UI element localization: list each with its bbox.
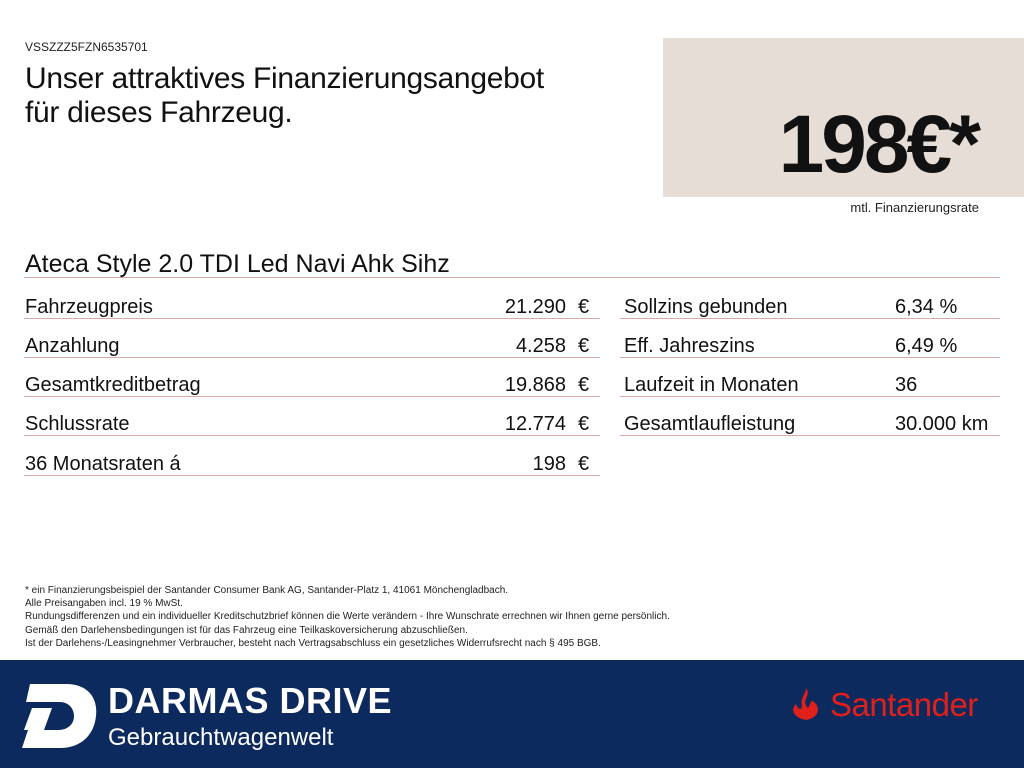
- row-divider: [620, 318, 1000, 319]
- row-value: 6,34 %: [895, 296, 958, 318]
- row-value: 6,49 %: [895, 335, 958, 357]
- headline-line-1: Unser attraktives Finanzierungsangebot: [25, 62, 544, 95]
- footer-banner: DARMAS DRIVE Gebrauchtwagenwelt Santande…: [0, 660, 1024, 768]
- row-label: Schlussrate: [25, 413, 130, 435]
- footnote: Ist der Darlehens-/Leasingnehmer Verbrau…: [25, 637, 601, 649]
- row-unit: €: [578, 453, 590, 475]
- headline: Unser attraktives Finanzierungsangebot f…: [25, 62, 544, 130]
- row-value: 198: [532, 453, 566, 475]
- row-divider: [24, 318, 600, 319]
- row-label: 36 Monatsraten á: [25, 453, 181, 475]
- darmas-d-logo-icon: [22, 684, 97, 748]
- row-value: 12.774: [504, 413, 566, 435]
- row-unit: €: [578, 374, 590, 396]
- santander-logo-text: Santander: [830, 686, 978, 723]
- row-label: Anzahlung: [25, 335, 120, 357]
- model-title: Ateca Style 2.0 TDI Led Navi Ahk Sihz: [25, 250, 450, 278]
- santander-flame-icon: [793, 688, 818, 720]
- row-divider: [620, 396, 1000, 397]
- price-box: 198€* mtl. Finanzierungsrate: [663, 38, 1024, 215]
- footnote: * ein Finanzierungsbeispiel der Santande…: [25, 585, 509, 596]
- footnotes: * ein Finanzierungsbeispiel der Santande…: [25, 584, 670, 650]
- row-divider: [24, 475, 600, 476]
- row-label: Fahrzeugpreis: [25, 296, 153, 318]
- row-value: 21.290: [504, 296, 566, 318]
- footnote: Gemäß den Darlehensbedingungen ist für d…: [25, 624, 468, 636]
- row-value: 30.000 km: [895, 413, 989, 435]
- divider: [24, 277, 1000, 278]
- row-label: Eff. Jahreszins: [624, 335, 755, 357]
- monthly-price: 198€*: [778, 99, 981, 190]
- row-value: 36: [895, 374, 918, 396]
- row-label: Sollzins gebunden: [624, 296, 788, 318]
- row-label: Gesamtkreditbetrag: [25, 374, 201, 396]
- row-value: 19.868: [504, 374, 566, 396]
- row-divider: [620, 357, 1000, 358]
- row-value: 4.258: [515, 335, 566, 357]
- brand-name: DARMAS DRIVE: [108, 680, 393, 721]
- row-divider: [24, 435, 600, 436]
- row-label: Laufzeit in Monaten: [624, 374, 799, 396]
- row-unit: €: [578, 335, 590, 357]
- row-label: Gesamtlaufleistung: [624, 413, 796, 435]
- row-unit: €: [578, 296, 590, 318]
- row-divider: [24, 396, 600, 397]
- vin: VSSZZZ5FZN6535701: [25, 40, 148, 54]
- footnote: Rundungsdifferenzen und ein individuelle…: [25, 611, 670, 623]
- price-label: mtl. Finanzierungsrate: [850, 200, 979, 215]
- footnote: Alle Preisangaben incl. 19 % MwSt.: [25, 598, 183, 610]
- brand-tagline: Gebrauchtwagenwelt: [108, 724, 334, 751]
- row-unit: €: [578, 413, 590, 435]
- row-divider: [620, 435, 1000, 436]
- headline-line-2: für dieses Fahrzeug.: [25, 96, 293, 129]
- row-divider: [24, 357, 600, 358]
